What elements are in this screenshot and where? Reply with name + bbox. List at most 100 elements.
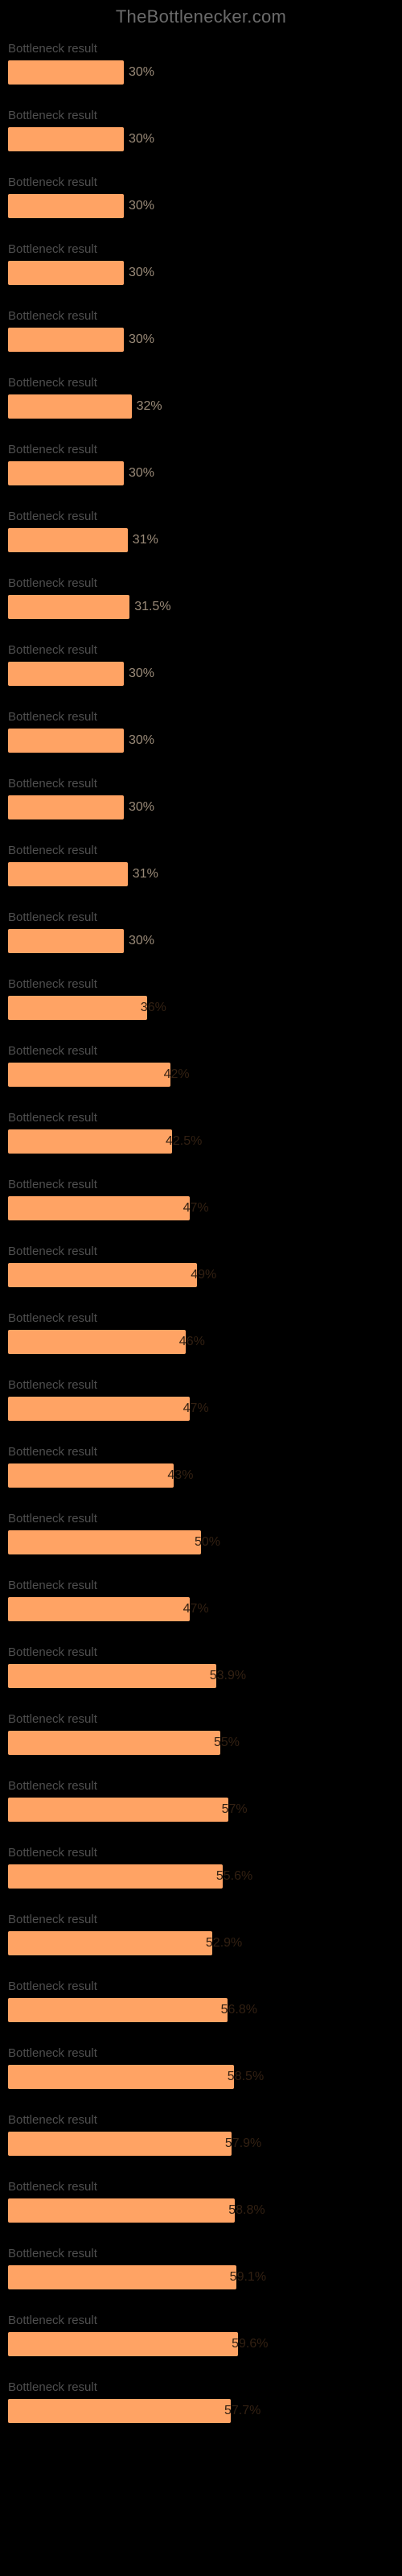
axis-label: Bottleneck result	[8, 910, 394, 924]
bar-value-label: 57%	[222, 1802, 248, 1817]
chart-row: Bottleneck result58.5%	[8, 2046, 394, 2089]
bar-value-label: 52.9%	[206, 1936, 242, 1951]
bar	[8, 996, 147, 1020]
axis-label: Bottleneck result	[8, 576, 394, 590]
bar-track: 59.6%	[8, 2332, 394, 2356]
axis-label: Bottleneck result	[8, 1779, 394, 1793]
chart-row: Bottleneck result30%	[8, 109, 394, 151]
bar	[8, 394, 132, 419]
axis-label: Bottleneck result	[8, 1579, 394, 1592]
bar-value-label: 42.5%	[166, 1134, 202, 1149]
bar	[8, 1731, 220, 1755]
axis-label: Bottleneck result	[8, 376, 394, 390]
bar	[8, 328, 124, 352]
bar	[8, 1463, 174, 1488]
bar-value-label: 43%	[167, 1468, 193, 1483]
chart-row: Bottleneck result49%	[8, 1245, 394, 1287]
bar	[8, 1063, 170, 1087]
bar-track: 30%	[8, 194, 394, 218]
bar-track: 57.7%	[8, 2399, 394, 2423]
chart-row: Bottleneck result31%	[8, 510, 394, 552]
bar-value-label: 30%	[129, 800, 154, 815]
bar-value-label: 47%	[183, 1402, 209, 1416]
bar-track: 42%	[8, 1063, 394, 1087]
axis-label: Bottleneck result	[8, 1178, 394, 1191]
bar-track: 42.5%	[8, 1129, 394, 1154]
bar	[8, 60, 124, 85]
bar	[8, 2265, 236, 2289]
bar-track: 49%	[8, 1263, 394, 1287]
bar	[8, 194, 124, 218]
chart-row: Bottleneck result 47%	[8, 1579, 394, 1621]
bar-track: 58.8%	[8, 2198, 394, 2223]
bar-track: 47%	[8, 1597, 394, 1621]
axis-label: Bottleneck result	[8, 2380, 394, 2394]
axis-label: Bottleneck result	[8, 777, 394, 791]
chart-row: Bottleneck result32%	[8, 376, 394, 419]
chart-row: Bottleneck result 55%	[8, 1712, 394, 1755]
axis-label: Bottleneck result	[8, 1378, 394, 1392]
page-container: TheBottlenecker.com Bottleneck result 30%…	[0, 0, 402, 2439]
bar-value-label: 57.9%	[225, 2136, 261, 2151]
chart-row: Bottleneck result 58.8%	[8, 2180, 394, 2223]
chart-row: Bottleneck result 47%	[8, 1378, 394, 1421]
bar-track: 57.9%	[8, 2132, 394, 2156]
bar	[8, 1798, 228, 1822]
chart-row: Bottleneck result30%	[8, 242, 394, 285]
bar-value-label: 30%	[129, 65, 154, 80]
bar-track: 55%	[8, 1731, 394, 1755]
chart-row: Bottleneck result30%	[8, 910, 394, 953]
bar-value-label: 42%	[164, 1067, 190, 1082]
site-name: TheBottlenecker.com	[116, 6, 286, 27]
axis-label: Bottleneck result	[8, 2180, 394, 2194]
axis-label: Bottleneck result	[8, 1311, 394, 1325]
bar-value-label: 50%	[195, 1535, 220, 1550]
chart-row: Bottleneck result 30%	[8, 443, 394, 485]
bar	[8, 662, 124, 686]
bar	[8, 1263, 197, 1287]
chart-row: Bottleneck result30%	[8, 643, 394, 686]
axis-label: Bottleneck result	[8, 1645, 394, 1659]
chart-row: Bottleneck result46%	[8, 1311, 394, 1354]
chart-row: Bottleneck result59.1%	[8, 2247, 394, 2289]
bar-value-label: 47%	[183, 1201, 209, 1216]
site-header: TheBottlenecker.com	[0, 0, 402, 31]
bar-value-label: 58.8%	[228, 2203, 265, 2218]
bar-track: 56.8%	[8, 1998, 394, 2022]
bar-track: 53.9%	[8, 1664, 394, 1688]
bar-value-label: 30%	[129, 266, 154, 280]
axis-label: Bottleneck result	[8, 1712, 394, 1726]
chart-row: Bottleneck result56.8%	[8, 1979, 394, 2022]
chart-row: Bottleneck result 53.9%	[8, 1645, 394, 1688]
bar	[8, 2198, 235, 2223]
bar-value-label: 55%	[214, 1736, 240, 1750]
bar-track: 31.5%	[8, 595, 394, 619]
bar-value-label: 31%	[133, 867, 158, 881]
bar-value-label: 30%	[129, 199, 154, 213]
bar-value-label: 30%	[129, 466, 154, 481]
chart-row: Bottleneck result 47%	[8, 1178, 394, 1220]
axis-label: Bottleneck result	[8, 2046, 394, 2060]
bar	[8, 1129, 172, 1154]
bar	[8, 929, 124, 953]
bar	[8, 261, 124, 285]
bar	[8, 595, 129, 619]
chart-row: Bottleneck result30%	[8, 42, 394, 85]
bottleneck-chart: Bottleneck result 30% Bottleneck result 30%…	[0, 31, 402, 2439]
bar-value-label: 30%	[129, 332, 154, 347]
bar	[8, 2399, 231, 2423]
bar-track: 57%	[8, 1798, 394, 1822]
bar-track: 52.9%	[8, 1931, 394, 1955]
bar-track: 50%	[8, 1530, 394, 1554]
bar	[8, 1196, 190, 1220]
bar-value-label: 56.8%	[221, 2003, 257, 2017]
chart-row: Bottleneck result52.9%	[8, 1913, 394, 1955]
axis-label: Bottleneck result	[8, 510, 394, 523]
axis-label: Bottleneck result	[8, 844, 394, 857]
bar-value-label: 30%	[129, 667, 154, 681]
bar-value-label: 30%	[129, 132, 154, 147]
bar	[8, 127, 124, 151]
bar-track: 30%	[8, 60, 394, 85]
axis-label: Bottleneck result	[8, 443, 394, 456]
bar-value-label: 47%	[183, 1602, 209, 1616]
